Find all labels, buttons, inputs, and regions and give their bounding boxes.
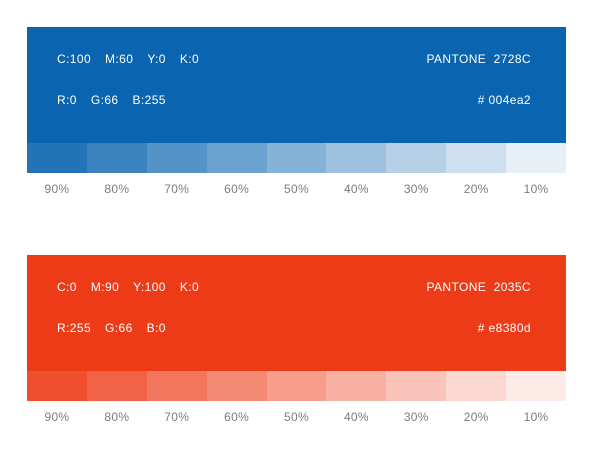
tint-cell-40 (326, 371, 387, 401)
tint-percent-label: 70% (164, 182, 190, 196)
rgb-g-value: G:66 (90, 92, 119, 107)
tint-percent-label: 90% (44, 410, 70, 424)
rgb-g-value: G:66 (105, 320, 133, 335)
tint-cell-10 (506, 371, 567, 401)
rgb-hex-row: R:255 G:66 B:0 # e8380d (57, 321, 531, 335)
rgb-hex-row: R:0 G:66 B:255 # 004ea2 (57, 93, 531, 107)
swatch-card-blue: C:100 M:60 Y:0 K:0 PANTONE 2728C R:0 G:6… (27, 27, 567, 196)
tint-cell-30 (386, 143, 447, 173)
tint-percent-label: 90% (44, 182, 70, 196)
tint-percent-label: 60% (224, 182, 250, 196)
tint-cell-70 (146, 371, 207, 401)
color-block-red: C:0 M:90 Y:100 K:0 PANTONE 2035C R:255 G… (27, 255, 566, 371)
rgb-r-value: R:255 (57, 320, 92, 335)
tint-cell-50 (266, 371, 327, 401)
tint-percent-label: 40% (343, 182, 369, 196)
cmyk-pantone-row: C:0 M:90 Y:100 K:0 PANTONE 2035C (57, 280, 531, 294)
rgb-b-value: B:255 (132, 92, 166, 107)
cmyk-c-value: C:100 (57, 51, 92, 66)
tint-cell-90 (27, 371, 87, 401)
cmyk-pantone-row: C:100 M:60 Y:0 K:0 PANTONE 2728C (57, 52, 531, 66)
cmyk-k-value: K:0 (179, 51, 200, 66)
tint-cell-40 (326, 143, 387, 173)
cmyk-m-value: M:90 (90, 279, 120, 294)
tint-cell-70 (146, 143, 207, 173)
cmyk-c-value: C:0 (57, 279, 77, 294)
hex-code: # e8380d (477, 320, 531, 335)
tint-scale-red (27, 371, 567, 401)
tint-cell-10 (506, 143, 567, 173)
tint-percent-label: 60% (224, 410, 250, 424)
hex-code: # 004ea2 (477, 92, 531, 107)
tint-percent-label: 40% (343, 410, 369, 424)
cmyk-values: C:0 M:90 Y:100 K:0 (57, 280, 199, 294)
rgb-b-value: B:0 (146, 320, 166, 335)
tint-percent-label: 50% (284, 410, 309, 424)
tint-percent-label: 20% (463, 410, 489, 424)
tint-cell-80 (86, 371, 147, 401)
tint-percent-label: 50% (284, 182, 309, 196)
cmyk-y-value: Y:0 (147, 51, 166, 66)
rgb-values: R:0 G:66 B:255 (57, 93, 166, 107)
tint-cell-80 (86, 143, 147, 173)
tint-cell-60 (206, 371, 267, 401)
tint-percent-label: 10% (523, 410, 549, 424)
color-block-blue: C:100 M:60 Y:0 K:0 PANTONE 2728C R:0 G:6… (27, 27, 566, 143)
tint-labels-red: 90% 80% 70% 60% 50% 40% 30% 20% 10% (27, 410, 566, 424)
tint-percent-label: 80% (104, 410, 130, 424)
tint-cell-20 (446, 143, 507, 173)
cmyk-y-value: Y:100 (133, 279, 166, 294)
tint-percent-label: 30% (403, 410, 429, 424)
tint-cell-20 (446, 371, 507, 401)
cmyk-k-value: K:0 (179, 279, 200, 294)
rgb-r-value: R:0 (57, 92, 77, 107)
tint-percent-label: 20% (463, 182, 489, 196)
rgb-values: R:255 G:66 B:0 (57, 321, 166, 335)
cmyk-values: C:100 M:60 Y:0 K:0 (57, 52, 199, 66)
tint-labels-blue: 90% 80% 70% 60% 50% 40% 30% 20% 10% (27, 182, 566, 196)
tint-percent-label: 30% (403, 182, 429, 196)
tint-cell-60 (206, 143, 267, 173)
cmyk-m-value: M:60 (105, 51, 134, 66)
tint-cell-30 (386, 371, 447, 401)
tint-percent-label: 80% (104, 182, 130, 196)
pantone-code: PANTONE 2728C (426, 51, 531, 66)
tint-scale-blue (27, 143, 567, 173)
tint-cell-90 (27, 143, 87, 173)
tint-percent-label: 10% (523, 182, 549, 196)
content-area: C:100 M:60 Y:0 K:0 PANTONE 2728C R:0 G:6… (27, 27, 567, 424)
swatch-card-red: C:0 M:90 Y:100 K:0 PANTONE 2035C R:255 G… (27, 255, 567, 424)
tint-percent-label: 70% (164, 410, 190, 424)
pantone-code: PANTONE 2035C (426, 279, 531, 294)
tint-cell-50 (266, 143, 327, 173)
